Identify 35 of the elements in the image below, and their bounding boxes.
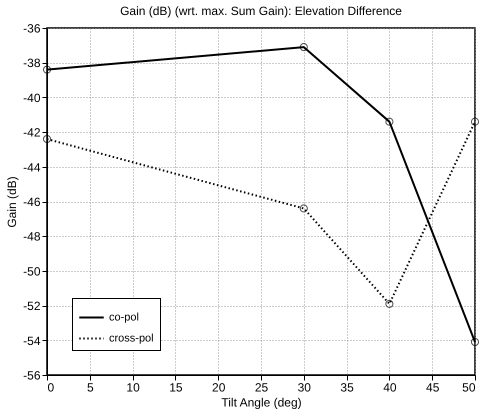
y-tick-label: -44	[23, 160, 41, 174]
x-tick-label: 45	[426, 380, 440, 394]
point	[42, 135, 52, 144]
y-tick-label: -42	[23, 126, 41, 140]
y-tick-label: -46	[23, 195, 41, 209]
legend-label: co-pol	[109, 312, 139, 324]
y-tick-label: -56	[23, 368, 41, 382]
x-tick-label: 30	[298, 380, 312, 394]
x-tick-label: 50	[462, 380, 476, 394]
x-tick-label: 10	[126, 380, 140, 394]
point	[42, 66, 52, 74]
x-tick-label: 0	[48, 380, 54, 394]
point	[300, 204, 308, 212]
point	[300, 43, 308, 52]
x-axis-title: Tilt Angle (deg)	[221, 396, 302, 410]
y-tick-label: -54	[23, 334, 41, 348]
y-tick-label: -36	[23, 22, 41, 36]
y-tick-label: -50	[23, 264, 41, 278]
x-tick-label: 15	[169, 380, 183, 394]
x-tick-label: 35	[340, 380, 354, 394]
y-tick-label: -48	[23, 230, 41, 244]
y-tick-label: -52	[23, 299, 41, 314]
y-tick-label: -38	[23, 56, 41, 70]
y-tick-label: -40	[23, 90, 41, 105]
x-tick-label: 25	[254, 380, 268, 394]
point	[385, 300, 394, 308]
x-tick-label: 20	[212, 380, 226, 394]
point	[385, 118, 394, 126]
legend-label: cross-pol	[109, 332, 154, 344]
y-axis-title: Gain (dB)	[5, 176, 20, 228]
chart-title: Gain (dB) (wrt. max. Sum Gain): Elevation Difference	[120, 4, 402, 18]
point	[470, 118, 480, 126]
x-tick-label: 40	[383, 380, 397, 394]
point	[470, 338, 480, 346]
x-tick-label: 5	[86, 380, 94, 394]
